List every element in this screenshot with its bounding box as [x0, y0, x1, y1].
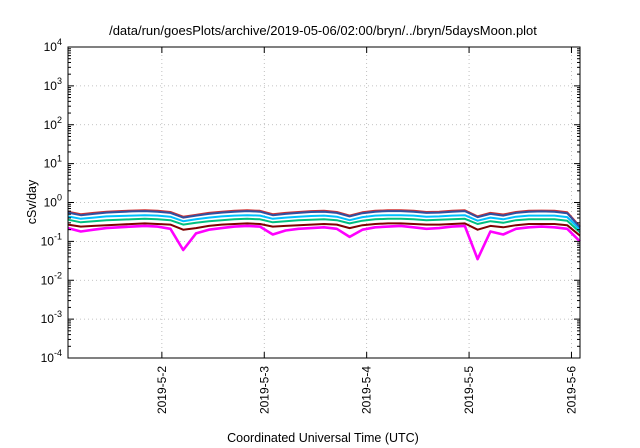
series-line-6 [67, 210, 581, 228]
series-line-4 [67, 214, 581, 231]
chart-title: /data/run/goesPlots/archive/2019-05-06/0… [109, 23, 537, 38]
y-tick-label: 104 [44, 37, 62, 54]
series-line-3 [67, 217, 581, 234]
series-group [67, 209, 581, 261]
x-tick-label: 2019-5-5 [462, 366, 476, 414]
y-tick-label: 10-1 [41, 231, 62, 248]
y-tick-label: 10-4 [41, 348, 62, 365]
y-tick-labels: 104 103 102 101 100 10-1 10-2 10-3 10-4 [41, 37, 62, 365]
series-line-2 [67, 222, 581, 237]
x-tick-label: 2019-5-3 [257, 366, 271, 414]
x-tick-label: 2019-5-6 [564, 366, 578, 414]
series-line-1 [67, 224, 581, 261]
y-tick-label: 10-3 [41, 309, 62, 326]
y-tick-label: 102 [44, 115, 62, 132]
y-tick-label: 103 [44, 76, 62, 93]
x-tick-label: 2019-5-2 [155, 366, 169, 414]
y-tick-label: 100 [44, 193, 62, 210]
grid-lines [68, 47, 580, 358]
x-tick-label: 2019-5-4 [360, 366, 374, 414]
x-axis-label: Coordinated Universal Time (UTC) [227, 431, 419, 445]
axis-ticks [68, 46, 580, 359]
y-tick-label: 101 [44, 154, 62, 171]
x-tick-labels: 2019-5-2 2019-5-3 2019-5-4 2019-5-5 2019-5-6 [155, 366, 579, 414]
y-axis-label: cSv/day [25, 179, 39, 224]
y-tick-label: 10-2 [41, 270, 62, 287]
